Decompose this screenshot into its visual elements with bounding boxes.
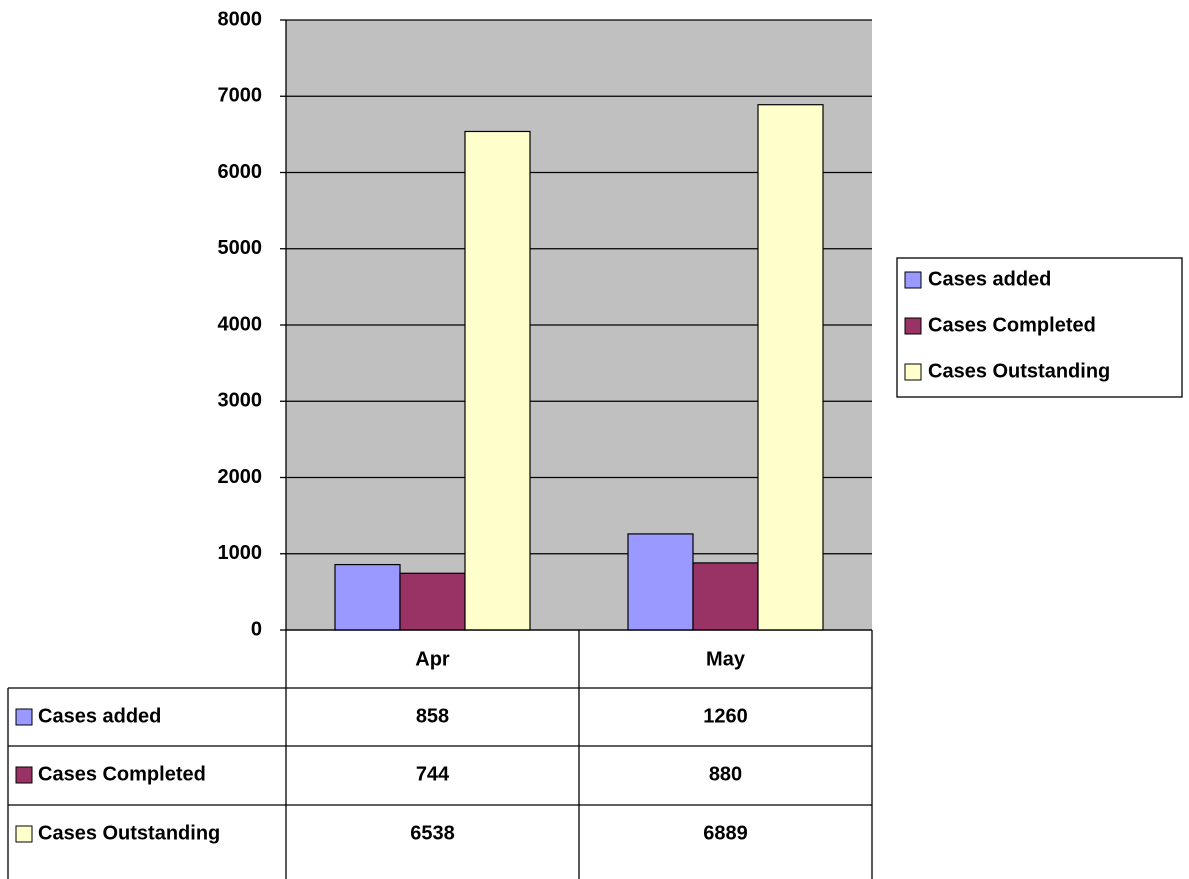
bar [464, 130, 531, 631]
table-value: 858 [416, 705, 449, 727]
x-tick-label: Apr [415, 648, 450, 670]
x-tick-label: May [706, 648, 746, 670]
bar [692, 562, 759, 631]
legend-label: Cases Outstanding [928, 360, 1110, 382]
table-key [15, 825, 33, 843]
bar [627, 533, 694, 631]
table-row-label: Cases added [38, 705, 161, 727]
bar [334, 563, 401, 631]
y-tick-label: 4000 [218, 313, 263, 335]
table-row-label: Cases Completed [38, 763, 206, 785]
y-tick-label: 5000 [218, 237, 263, 259]
table-value: 1260 [703, 705, 748, 727]
table-value: 6889 [703, 822, 748, 844]
legend-key [904, 363, 922, 381]
table-value: 6538 [410, 822, 455, 844]
legend-box [896, 257, 1183, 398]
bar [757, 104, 824, 631]
bar [399, 572, 466, 631]
y-tick-label: 8000 [218, 8, 263, 30]
table-key [15, 708, 33, 726]
legend-label: Cases added [928, 268, 1051, 290]
y-tick-label: 7000 [218, 85, 263, 107]
y-tick-label: 0 [251, 618, 262, 640]
table-value: 880 [709, 763, 742, 785]
table-value: 744 [416, 763, 450, 785]
y-tick-label: 6000 [218, 161, 263, 183]
table-key [15, 766, 33, 784]
y-tick-label: 1000 [218, 542, 263, 564]
legend-key [904, 271, 922, 289]
legend-label: Cases Completed [928, 314, 1096, 336]
table-row-label: Cases Outstanding [38, 822, 220, 844]
legend-key [904, 317, 922, 335]
y-tick-label: 3000 [218, 390, 263, 412]
y-tick-label: 2000 [218, 466, 263, 488]
